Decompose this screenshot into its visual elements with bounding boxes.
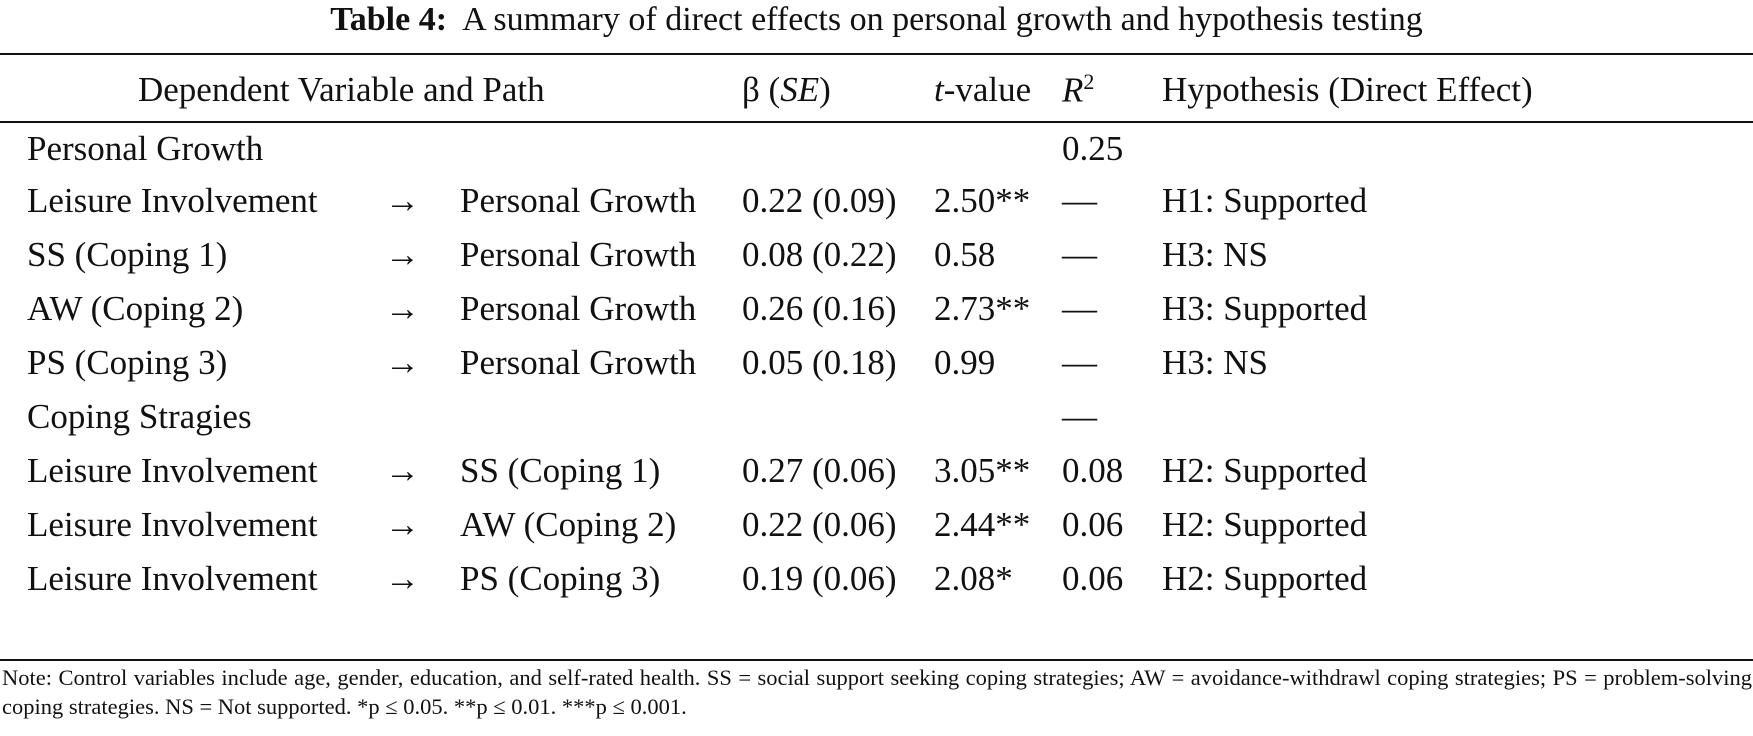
header-t-value: t-value xyxy=(934,70,1032,109)
sig-level-2: **p ≤ 0.01. xyxy=(453,694,557,719)
top-rule xyxy=(0,53,1753,55)
header-path: Dependent Variable and Path xyxy=(138,70,545,109)
beta-se: 0.08 (0.22) xyxy=(742,235,897,274)
path-from: Leisure Involvement xyxy=(27,505,318,544)
t-value: 0.99 xyxy=(934,343,996,382)
t-value: 2.08* xyxy=(934,559,1013,598)
beta-se: 0.19 (0.06) xyxy=(742,559,897,598)
hypothesis-result: H3: NS xyxy=(1162,235,1268,274)
path-from: Leisure Involvement xyxy=(27,451,318,490)
t-value: 3.05** xyxy=(934,451,1031,490)
t-value: 0.58 xyxy=(934,235,996,274)
beta-se: 0.26 (0.16) xyxy=(742,289,897,328)
r-squared: — xyxy=(1062,343,1097,382)
arrow-icon: → xyxy=(385,559,420,598)
note-text: Note: Control variables include age, gen… xyxy=(2,665,1752,719)
arrow-icon: → xyxy=(385,343,420,382)
arrow-icon: → xyxy=(385,235,420,274)
hypothesis-result: H2: Supported xyxy=(1162,505,1368,544)
path-from: AW (Coping 2) xyxy=(27,289,244,328)
table-label: Table 4: xyxy=(330,1,448,38)
table-row: SS (Coping 1) → Personal Growth 0.08 (0.… xyxy=(0,228,1752,282)
sig-level-1: *p ≤ 0.05. xyxy=(357,694,449,719)
header-row: Dependent Variable and Path β (SE) t-val… xyxy=(0,60,1752,120)
hypothesis-result: H2: Supported xyxy=(1162,559,1368,598)
table-title: A summary of direct effects on personal … xyxy=(462,1,1423,38)
section-r-squared: 0.25 xyxy=(1062,129,1124,168)
hypothesis-result: H1: Supported xyxy=(1162,181,1368,220)
header-rule xyxy=(0,121,1753,123)
table-row: Leisure Involvement → AW (Coping 2) 0.22… xyxy=(0,498,1752,552)
r-squared: — xyxy=(1062,235,1097,274)
sig-level-3: ***p ≤ 0.001. xyxy=(561,694,687,719)
table-row: Leisure Involvement → Personal Growth 0.… xyxy=(0,174,1752,228)
t-value: 2.73** xyxy=(934,289,1031,328)
hypothesis-result: H3: NS xyxy=(1162,343,1268,382)
t-value: 2.44** xyxy=(934,505,1031,544)
beta-se: 0.22 (0.09) xyxy=(742,181,897,220)
path-from: SS (Coping 1) xyxy=(27,235,228,274)
hypothesis-result: H2: Supported xyxy=(1162,451,1368,490)
path-from: PS (Coping 3) xyxy=(27,343,228,382)
path-to: Personal Growth xyxy=(460,235,697,274)
table-row: PS (Coping 3) → Personal Growth 0.05 (0.… xyxy=(0,336,1752,390)
path-to: SS (Coping 1) xyxy=(460,451,661,490)
section-r-squared: — xyxy=(1062,397,1097,436)
header-r-squared: R2 xyxy=(1062,69,1095,110)
beta-se: 0.27 (0.06) xyxy=(742,451,897,490)
arrow-icon: → xyxy=(385,451,420,490)
section-label: Coping Stragies xyxy=(27,397,252,436)
beta-se: 0.22 (0.06) xyxy=(742,505,897,544)
path-from: Leisure Involvement xyxy=(27,559,318,598)
r-squared: 0.06 xyxy=(1062,505,1124,544)
header-hypothesis: Hypothesis (Direct Effect) xyxy=(1162,70,1533,109)
hypothesis-result: H3: Supported xyxy=(1162,289,1368,328)
path-to: Personal Growth xyxy=(460,289,697,328)
r-squared: — xyxy=(1062,289,1097,328)
table-row: AW (Coping 2) → Personal Growth 0.26 (0.… xyxy=(0,282,1752,336)
path-to: AW (Coping 2) xyxy=(460,505,677,544)
header-beta: β (SE) xyxy=(742,70,831,109)
section-row: Personal Growth 0.25 xyxy=(0,120,1752,174)
table-caption: Table 4: A summary of direct effects on … xyxy=(0,0,1753,40)
arrow-icon: → xyxy=(385,181,420,220)
path-to: PS (Coping 3) xyxy=(460,559,661,598)
table-note: Note: Control variables include age, gen… xyxy=(2,663,1752,721)
section-row: Coping Stragies — xyxy=(0,390,1752,444)
bottom-rule xyxy=(0,659,1753,661)
r-squared: 0.08 xyxy=(1062,451,1124,490)
arrow-icon: → xyxy=(385,505,420,544)
arrow-icon: → xyxy=(385,289,420,328)
r-squared: 0.06 xyxy=(1062,559,1124,598)
r-squared: — xyxy=(1062,181,1097,220)
path-from: Leisure Involvement xyxy=(27,181,318,220)
t-value: 2.50** xyxy=(934,181,1031,220)
table-row: Leisure Involvement → SS (Coping 1) 0.27… xyxy=(0,444,1752,498)
path-to: Personal Growth xyxy=(460,343,697,382)
results-table: Dependent Variable and Path β (SE) t-val… xyxy=(0,60,1752,606)
path-to: Personal Growth xyxy=(460,181,697,220)
table-row: Leisure Involvement → PS (Coping 3) 0.19… xyxy=(0,552,1752,606)
section-label: Personal Growth xyxy=(27,129,264,168)
beta-se: 0.05 (0.18) xyxy=(742,343,897,382)
